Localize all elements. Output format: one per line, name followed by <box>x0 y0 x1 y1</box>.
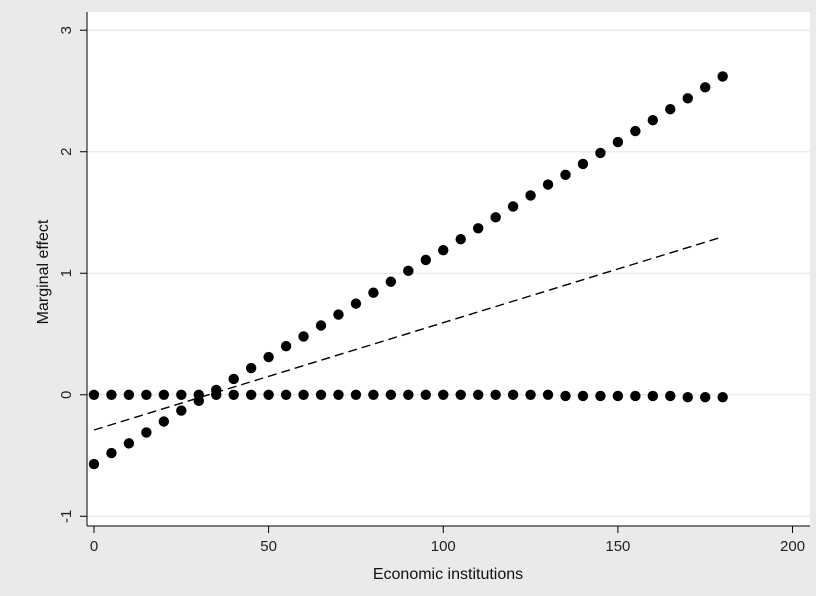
data-point <box>280 340 292 352</box>
data-point <box>123 389 135 400</box>
data-point <box>490 389 501 400</box>
data-point <box>455 389 466 400</box>
data-point <box>542 179 554 190</box>
y-tick-label: -1 <box>58 510 75 523</box>
data-point <box>280 389 292 400</box>
x-axis-title: Economic institutions <box>373 566 523 583</box>
data-point <box>630 125 641 137</box>
data-point <box>228 373 239 385</box>
data-point <box>700 391 711 403</box>
data-point <box>577 158 589 170</box>
data-point <box>507 389 519 400</box>
data-point <box>315 320 327 331</box>
data-point <box>682 391 693 403</box>
y-tick-label: 0 <box>58 391 75 399</box>
data-point <box>612 390 624 402</box>
data-point <box>560 169 571 181</box>
data-point <box>700 82 711 93</box>
data-point <box>298 331 309 342</box>
y-tick-label: 2 <box>58 148 75 156</box>
data-point <box>630 390 641 402</box>
series-layer <box>88 71 728 470</box>
data-point <box>420 389 431 400</box>
data-point <box>228 389 239 400</box>
data-point <box>665 104 676 115</box>
data-point <box>88 389 100 400</box>
data-point <box>525 190 536 201</box>
data-point <box>385 389 397 400</box>
dashed-series-line <box>93 236 723 431</box>
data-point <box>141 427 152 438</box>
data-point <box>245 389 257 400</box>
data-point <box>682 93 693 104</box>
data-point <box>647 390 659 402</box>
data-point <box>665 390 676 402</box>
data-point <box>577 390 589 402</box>
data-point <box>315 389 327 400</box>
data-point <box>438 244 449 256</box>
data-point <box>472 223 484 234</box>
data-point <box>560 390 571 402</box>
data-point <box>106 447 117 459</box>
data-point <box>403 265 414 277</box>
data-point <box>647 114 659 126</box>
dot-series-1 <box>88 71 728 470</box>
data-point <box>472 389 484 400</box>
y-axis-title: Marginal effect <box>35 219 52 324</box>
data-point <box>595 147 606 159</box>
data-point <box>333 309 344 320</box>
data-point <box>455 234 466 245</box>
data-point <box>507 201 519 212</box>
x-tick-label: 200 <box>780 538 805 555</box>
data-point <box>123 438 135 449</box>
data-point <box>595 390 606 402</box>
data-point <box>333 389 344 400</box>
x-tick-label: 50 <box>260 538 277 555</box>
data-point <box>176 389 187 400</box>
data-point <box>403 389 414 400</box>
data-point <box>88 458 100 470</box>
axes <box>86 12 810 527</box>
data-point <box>141 389 152 400</box>
data-point <box>542 389 554 400</box>
data-point <box>298 389 309 400</box>
data-point <box>350 298 362 309</box>
data-point <box>385 276 397 287</box>
data-point <box>717 71 728 82</box>
y-tick-label: 3 <box>58 26 75 34</box>
data-point <box>158 416 170 427</box>
y-tick-label: 1 <box>58 269 75 277</box>
data-point <box>263 389 274 400</box>
data-point <box>245 362 257 374</box>
data-point <box>490 212 501 223</box>
data-point <box>158 389 170 400</box>
data-point <box>106 389 117 400</box>
x-tick-label: 100 <box>431 538 456 555</box>
ticks: -1 0 1 2 3 0 50 100 150 200 <box>58 26 805 555</box>
data-point <box>368 287 379 298</box>
data-point <box>420 254 431 266</box>
data-point <box>525 389 536 400</box>
x-tick-label: 150 <box>605 538 630 555</box>
data-point <box>612 136 624 148</box>
data-point <box>176 405 187 416</box>
x-tick-label: 0 <box>90 538 98 555</box>
data-point <box>350 389 362 400</box>
data-point <box>438 389 449 400</box>
data-point <box>368 389 379 400</box>
data-point <box>263 351 274 363</box>
data-point <box>717 391 728 403</box>
